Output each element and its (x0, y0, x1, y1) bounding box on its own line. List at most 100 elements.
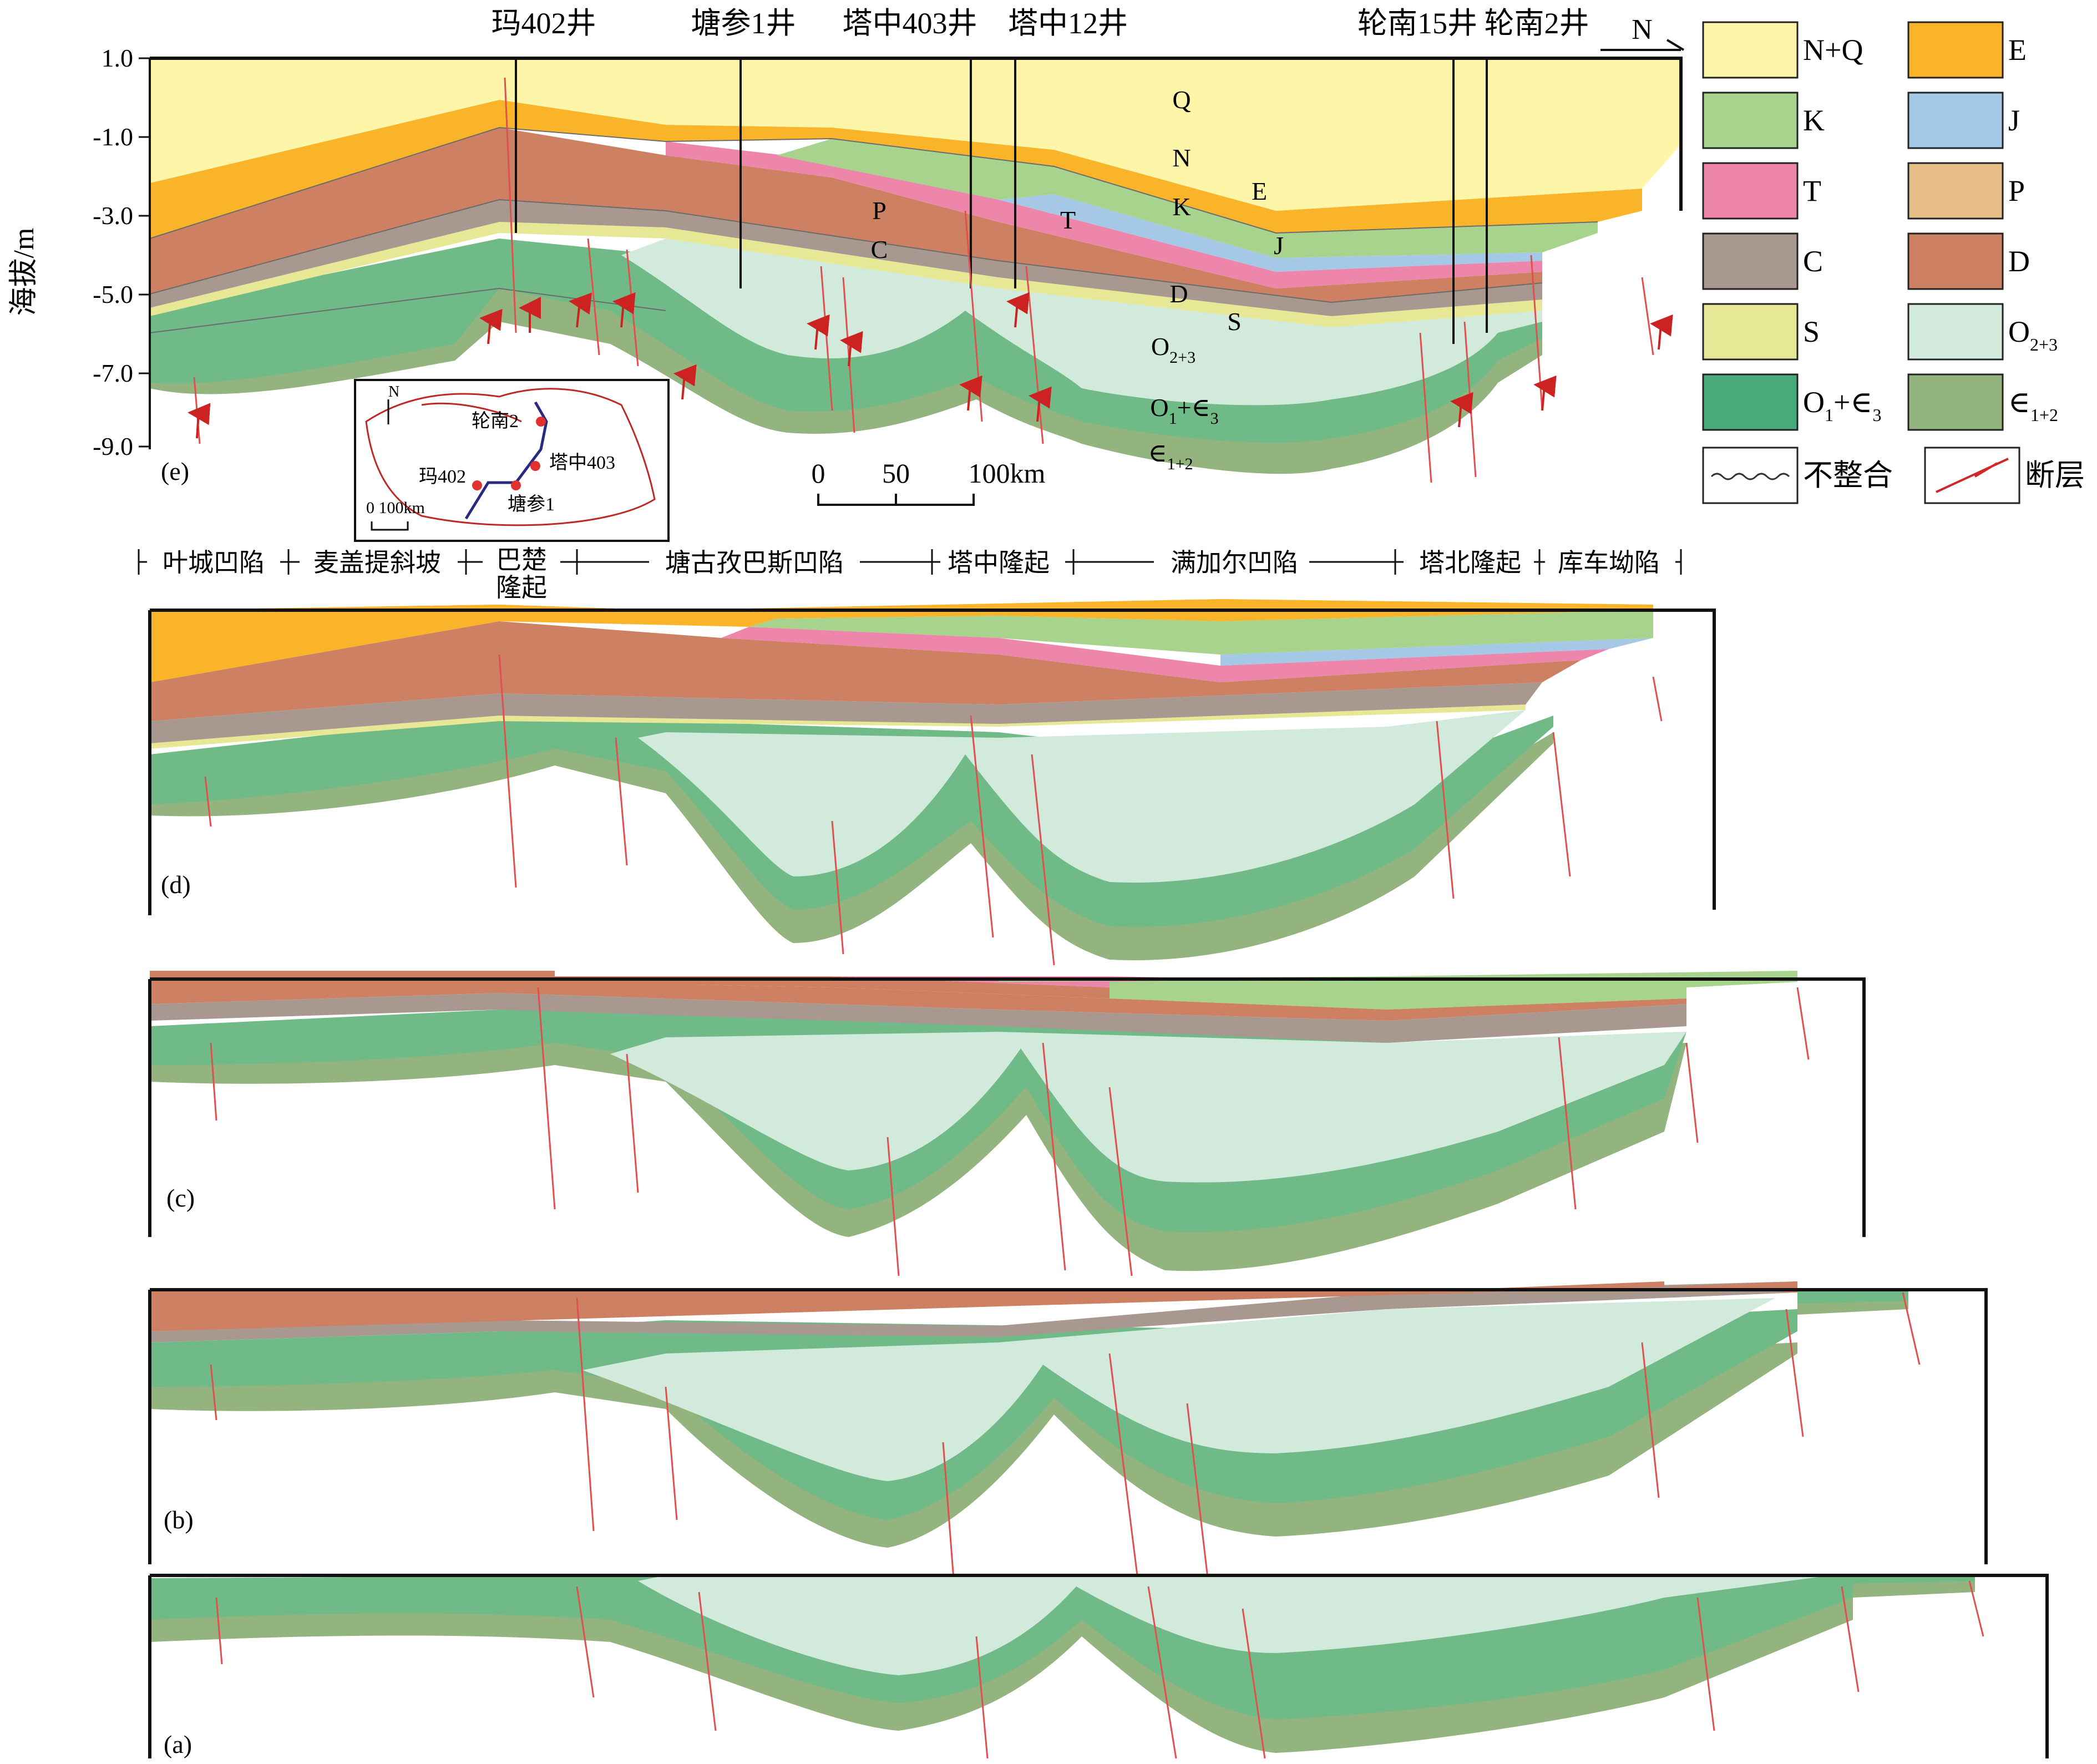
section-panel-a (148, 1574, 2049, 1759)
unit-yecheng: 叶城凹陷 (163, 549, 265, 577)
formation-label-e12: ∈1+2 (1148, 439, 1193, 473)
stratum-paleogene (150, 100, 1642, 239)
formation-label-k: K (1172, 192, 1191, 221)
legend-swatch (1702, 232, 1799, 290)
legend-swatch (1702, 303, 1799, 361)
formation-label-c: C (871, 235, 888, 263)
legend-label: O2+3 (2008, 315, 2058, 354)
legend-label: T (1803, 174, 1821, 207)
well-label-ma402: 玛402井 (492, 7, 596, 40)
formation-label-o1: O1+∈3 (1150, 393, 1218, 428)
svg-text:100km: 100km (969, 458, 1046, 489)
legend-swatch-unconformity (1702, 447, 1799, 504)
legend-swatch-fault (1924, 447, 2020, 504)
unit-tanggu: 塘古孜巴斯凹陷 (665, 549, 844, 577)
unit-manjiaer: 满加尔凹陷 (1171, 549, 1298, 577)
panel-label-c: (c) (166, 1184, 195, 1212)
legend: N+Q E K J T P C D S O2+3 O1+∈3 ∈1+2 不整合 断层 (1702, 21, 2085, 504)
legend-swatch (1907, 92, 2004, 149)
y-tick: -3.0 (93, 201, 133, 230)
legend-label: N+Q (1803, 33, 1863, 67)
north-arrow: N (1600, 14, 1685, 51)
inset-well-tangcan1: 塘参1 (508, 494, 555, 515)
well-label-lunnan15: 轮南15井 (1358, 7, 1477, 40)
stratum-n-q (150, 58, 1681, 211)
section-panel-b (148, 1281, 1988, 1593)
legend-label: K (1803, 104, 1825, 137)
y-tick: -7.0 (93, 359, 133, 387)
panel-label-d: (d) (161, 870, 191, 899)
legend-swatch (1702, 162, 1799, 220)
stratum-carboniferous (150, 200, 1542, 316)
legend-swatch (1907, 162, 2004, 220)
legend-label: ∈1+2 (2008, 386, 2058, 425)
unit-kuche: 库车坳陷 (1558, 549, 1660, 577)
svg-text:0: 0 (812, 458, 825, 489)
unit-bachu-2: 隆起 (496, 574, 547, 602)
formation-label-d: D (1169, 280, 1188, 308)
stratum-o2-3 (621, 239, 1542, 405)
legend-label: J (2008, 104, 2020, 137)
legend-swatch (1907, 303, 2004, 361)
inset-map: N 轮南2 塔中403 玛402 塘参1 0 100km (354, 379, 670, 542)
legend-swatch (1702, 21, 1799, 79)
panel-label-a: (a) (164, 1730, 192, 1758)
section-panel-d (148, 599, 1716, 966)
legend-label: C (1803, 245, 1823, 278)
stratum-jurassic (999, 194, 1542, 272)
y-tick: -1.0 (93, 123, 133, 151)
well-label-tazhong403: 塔中403井 (843, 7, 977, 40)
svg-text:N: N (1632, 14, 1653, 45)
inset-well-lunnan2: 轮南2 (472, 410, 519, 432)
formation-label-e: E (1252, 177, 1267, 205)
formation-label-s: S (1227, 307, 1242, 336)
scale-bar: 0 50 100km (812, 458, 1046, 506)
legend-swatch (1702, 92, 1799, 149)
stratum-triassic (666, 141, 1542, 288)
legend-swatch (1907, 373, 2004, 431)
formation-label-n: N (1172, 144, 1191, 172)
unconformity-icon (1710, 473, 1790, 480)
formation-label-o23: O2+3 (1151, 332, 1196, 367)
well-label-tazhong12: 塔中12井 (1008, 7, 1128, 40)
formation-label-q: Q (1172, 85, 1191, 114)
unit-bachu-1: 巴楚 (496, 546, 547, 574)
formation-label-t: T (1060, 206, 1076, 234)
fault-icon (1936, 458, 2009, 493)
formation-label-j: J (1274, 231, 1284, 260)
formation-label-p: P (872, 196, 887, 225)
legend-label: P (2008, 174, 2025, 207)
inset-well-tazhong403: 塔中403 (549, 452, 615, 473)
panel-label-b: (b) (164, 1506, 194, 1534)
panel-label-e: (e) (161, 457, 189, 485)
legend-swatch (1907, 232, 2004, 290)
legend-swatch (1907, 21, 2004, 79)
well-label-lunnan2: 轮南2井 (1485, 7, 1589, 40)
inset-scale: 0 100km (366, 499, 425, 517)
y-tick: -9.0 (93, 432, 133, 460)
unit-tabei: 塔北隆起 (1419, 549, 1521, 577)
unit-tazhong: 塔中隆起 (948, 549, 1050, 577)
y-axis: 海拔/m 1.0 -1.0 -3.0 -5.0 -7.0 -9.0 (8, 44, 151, 460)
legend-label: S (1803, 315, 1820, 348)
stratum-silurian (150, 222, 1542, 327)
structural-units: 叶城凹陷 麦盖提斜坡 巴楚 隆起 塘古孜巴斯凹陷 塔中隆起 满加尔凹陷 塔北隆起… (138, 546, 1682, 602)
svg-text:50: 50 (882, 458, 910, 489)
stratum-cretaceous (777, 139, 1598, 258)
inset-compass: N (388, 383, 399, 401)
legend-label: E (2008, 33, 2027, 67)
y-tick: 1.0 (102, 44, 134, 72)
legend-label-fault: 断层 (2025, 459, 2085, 492)
y-axis-label: 海拔/m (8, 228, 40, 316)
section-panel-c (148, 971, 1866, 1276)
inset-well-ma402: 玛402 (419, 467, 466, 487)
stratum-devonian (150, 128, 1542, 302)
legend-swatch (1702, 373, 1799, 431)
legend-label: O1+∈3 (1803, 386, 1881, 425)
y-tick: -5.0 (93, 280, 133, 308)
well-label-tangcan1: 塘参1井 (691, 7, 796, 40)
unit-maigaiti: 麦盖提斜坡 (313, 549, 441, 577)
section-panel-e (149, 57, 1683, 483)
legend-label-unconformity: 不整合 (1803, 459, 1893, 492)
legend-label: D (2008, 245, 2030, 278)
